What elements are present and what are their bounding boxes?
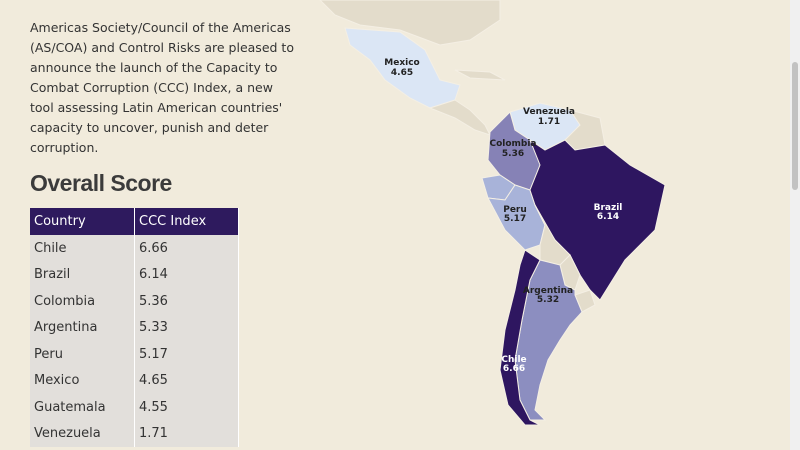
table-body: Chile 6.66 Brazil 6.14 Colombia 5.36 Argentina… bbox=[30, 235, 239, 447]
map-value-label: 4.65 bbox=[391, 68, 413, 78]
score-table: Country CCC Index Chile 6.66 Brazil 6.14 Col… bbox=[30, 208, 239, 447]
table-row: Mexico 4.65 bbox=[30, 367, 239, 394]
country-cell: Mexico bbox=[30, 367, 135, 394]
map-country-label: Brazil bbox=[594, 203, 623, 213]
map-country-label: Mexico bbox=[384, 58, 419, 68]
scrollbar-thumb[interactable] bbox=[792, 62, 798, 190]
header-row: Country CCC Index bbox=[30, 208, 239, 235]
table-row: Peru 5.17 bbox=[30, 341, 239, 368]
map-country-label: Chile bbox=[501, 355, 526, 365]
cuba bbox=[454, 69, 506, 81]
map-value-label: 5.36 bbox=[502, 149, 524, 159]
chile bbox=[499, 249, 541, 426]
score-cell: 5.36 bbox=[134, 288, 239, 315]
map-value-label: 6.14 bbox=[597, 212, 619, 222]
score-cell: 4.65 bbox=[134, 367, 239, 394]
map-country-label: Venezuela bbox=[523, 107, 575, 117]
map-country-label: Colombia bbox=[489, 139, 536, 149]
header-cell: Country bbox=[30, 208, 135, 235]
table-row: Venezuela 1.71 bbox=[30, 420, 239, 447]
country-cell: Chile bbox=[30, 235, 135, 262]
table-row: Colombia 5.36 bbox=[30, 288, 239, 315]
table-row: Guatemala 4.55 bbox=[30, 394, 239, 421]
score-cell: 1.71 bbox=[134, 420, 239, 447]
country-cell: Argentina bbox=[30, 314, 135, 341]
map-value-label: 6.66 bbox=[503, 364, 525, 374]
map-country-label: Peru bbox=[503, 205, 527, 215]
map-value-label: 5.17 bbox=[504, 214, 526, 224]
scrollbar[interactable] bbox=[790, 0, 800, 450]
score-cell: 4.55 bbox=[134, 394, 239, 421]
country-cell: Guatemala bbox=[30, 394, 135, 421]
country-cell: Venezuela bbox=[30, 420, 135, 447]
central-america bbox=[428, 99, 491, 136]
table-row: Chile 6.66 bbox=[30, 235, 239, 262]
score-cell: 6.66 bbox=[134, 235, 239, 262]
country-cell: Brazil bbox=[30, 261, 135, 288]
table-row: Argentina 5.33 bbox=[30, 314, 239, 341]
country-cell: Peru bbox=[30, 341, 135, 368]
map-country-label: Argentina bbox=[523, 286, 573, 296]
country-cell: Colombia bbox=[30, 288, 135, 315]
table-title: Overall Score bbox=[30, 170, 172, 196]
table-row: Brazil 6.14 bbox=[30, 261, 239, 288]
header-cell: CCC Index bbox=[134, 208, 239, 235]
map-value-label: 5.32 bbox=[537, 295, 559, 305]
north-america bbox=[319, 0, 501, 46]
score-cell: 6.14 bbox=[134, 261, 239, 288]
intro-text: Americas Society/Council of the Americas… bbox=[30, 20, 294, 155]
map-value-label: 1.71 bbox=[538, 117, 560, 127]
score-cell: 5.17 bbox=[134, 341, 239, 368]
score-cell: 5.33 bbox=[134, 314, 239, 341]
